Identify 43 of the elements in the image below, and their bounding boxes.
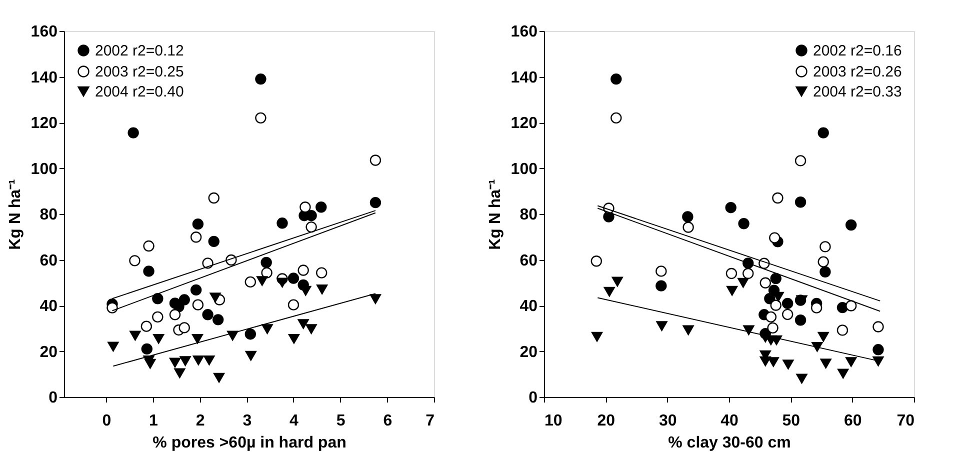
y-axis-title: Kg N ha⁻¹ [486,179,504,250]
y-tick-label: 60 [40,252,58,270]
x-tick-label: 40 [720,412,738,430]
x-tick-label: 7 [426,412,435,430]
y-tick-label: 20 [520,344,538,361]
legend-label: 2004 r2=0.40 [95,84,184,100]
y-tick-label: 60 [520,252,538,270]
y-tick-label: 160 [510,24,538,40]
y-tick-label: 140 [30,69,58,86]
x-tick-label: 50 [782,412,800,430]
y-tick-label: 100 [30,160,58,178]
legend-label: 2003 r2=0.25 [95,64,184,80]
x-tick-label: 30 [658,412,677,430]
x-axis-title: % pores >60µ in hard pan [152,434,346,452]
x-tick-label: 20 [597,412,616,430]
y-tick-label: 20 [40,344,58,361]
x-tick-label: 5 [336,412,346,430]
x-tick-label: 4 [290,412,299,430]
y-tick-label: 120 [30,115,58,132]
y-tick-label: 120 [510,115,538,132]
x-tick-label: 0 [102,412,112,430]
y-tick-label: 0 [48,390,58,406]
y-tick-label: 80 [40,206,58,224]
legend-label: 2004 r2=0.33 [813,84,902,100]
legend-label: 2002 r2=0.16 [813,42,902,60]
x-tick-label: 1 [149,412,158,430]
x-tick-label: 10 [544,412,562,430]
y-axis-title: Kg N ha⁻¹ [6,179,24,250]
y-tick-label: 100 [510,160,538,178]
x-axis-title: % clay 30-60 cm [668,434,791,452]
x-tick-label: 60 [844,412,862,430]
x-tick-label: 3 [242,412,252,430]
y-tick-label: 40 [520,298,538,315]
legend-label: 2003 r2=0.26 [813,64,902,80]
y-tick-label: 40 [40,298,58,315]
x-tick-label: 2 [196,412,205,430]
y-tick-label: 0 [528,390,538,406]
y-tick-label: 140 [510,69,538,86]
legend-label: 2002 r2=0.12 [95,42,184,60]
y-tick-label: 160 [30,24,58,40]
x-tick-label: 6 [383,412,392,430]
x-tick-label: 70 [896,412,915,430]
y-tick-label: 80 [520,206,538,224]
